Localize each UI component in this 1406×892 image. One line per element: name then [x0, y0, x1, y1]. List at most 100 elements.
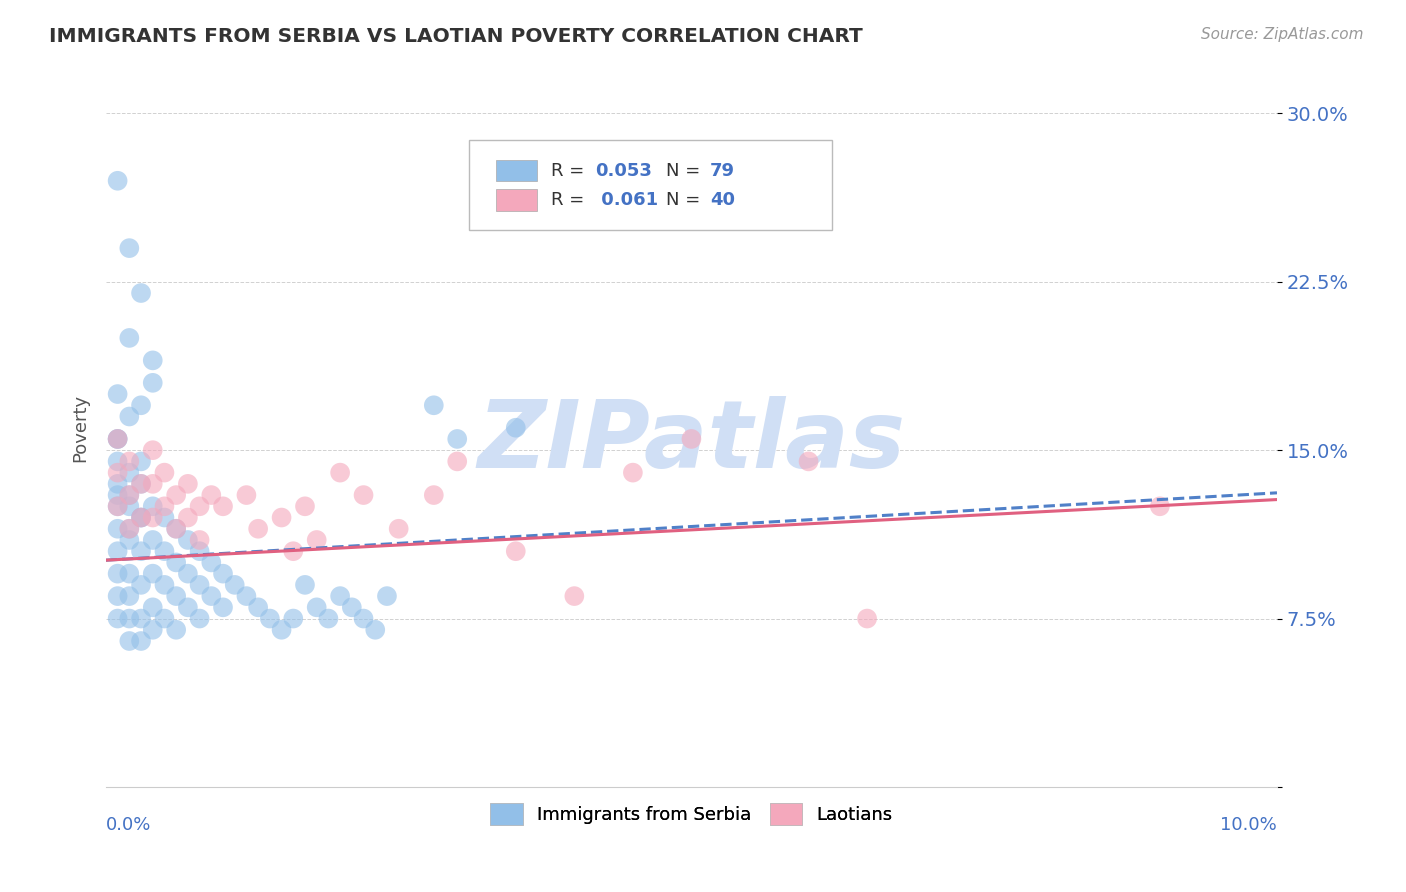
Point [283, 544, 305, 558]
Text: 0.053: 0.053 [595, 161, 652, 179]
Point [107, 432, 129, 446]
Point [129, 611, 152, 625]
Point [153, 578, 176, 592]
Point [270, 510, 292, 524]
Point [165, 522, 187, 536]
Point [107, 500, 129, 514]
Point [153, 510, 176, 524]
Point [375, 589, 398, 603]
Point [107, 387, 129, 401]
Point [177, 476, 200, 491]
Point [118, 533, 141, 547]
Point [118, 522, 141, 536]
Point [129, 578, 152, 592]
Point [247, 522, 270, 536]
Point [129, 544, 152, 558]
Point [388, 522, 411, 536]
Point [177, 566, 200, 581]
Point [118, 522, 141, 536]
Point [142, 533, 165, 547]
Point [129, 476, 152, 491]
Point [318, 611, 340, 625]
Point [118, 500, 141, 514]
Point [681, 432, 703, 446]
Point [1149, 500, 1171, 514]
Point [142, 443, 165, 458]
Point [797, 454, 820, 468]
Text: N =: N = [665, 161, 706, 179]
Point [142, 510, 165, 524]
Point [107, 476, 129, 491]
Point [505, 544, 527, 558]
Point [621, 466, 644, 480]
Point [107, 174, 129, 188]
Point [856, 611, 879, 625]
Legend: Immigrants from Serbia, Laotians: Immigrants from Serbia, Laotians [484, 796, 900, 831]
Point [165, 589, 187, 603]
Point [107, 488, 129, 502]
Point [118, 589, 141, 603]
Point [364, 623, 387, 637]
Point [142, 566, 165, 581]
Point [329, 589, 352, 603]
Point [142, 500, 165, 514]
Point [423, 398, 446, 412]
Point [142, 600, 165, 615]
Point [212, 566, 235, 581]
Point [129, 398, 152, 412]
Point [129, 510, 152, 524]
Point [446, 454, 468, 468]
Text: R =: R = [551, 161, 591, 179]
Point [107, 566, 129, 581]
Point [107, 432, 129, 446]
Point [118, 454, 141, 468]
Text: 10.0%: 10.0% [1220, 815, 1277, 834]
Point [305, 533, 328, 547]
Point [212, 500, 235, 514]
Text: IMMIGRANTS FROM SERBIA VS LAOTIAN POVERTY CORRELATION CHART: IMMIGRANTS FROM SERBIA VS LAOTIAN POVERT… [49, 27, 863, 45]
Text: R =: R = [551, 191, 591, 209]
Point [423, 488, 446, 502]
Point [165, 623, 187, 637]
Text: N =: N = [665, 191, 706, 209]
Point [188, 611, 211, 625]
Point [107, 454, 129, 468]
Point [118, 488, 141, 502]
Point [118, 241, 141, 255]
Point [107, 544, 129, 558]
Point [329, 466, 352, 480]
Point [353, 488, 375, 502]
Point [129, 476, 152, 491]
Point [212, 600, 235, 615]
Point [200, 488, 222, 502]
Point [153, 611, 176, 625]
Point [142, 376, 165, 390]
Point [188, 500, 211, 514]
Point [235, 488, 257, 502]
Point [118, 466, 141, 480]
Point [142, 623, 165, 637]
Point [129, 285, 152, 300]
Point [446, 432, 468, 446]
FancyBboxPatch shape [496, 189, 537, 211]
Text: 40: 40 [710, 191, 735, 209]
Point [188, 533, 211, 547]
Point [177, 510, 200, 524]
Point [200, 589, 222, 603]
Point [118, 634, 141, 648]
Point [188, 544, 211, 558]
Point [107, 500, 129, 514]
Point [200, 556, 222, 570]
Point [165, 488, 187, 502]
Point [294, 578, 316, 592]
Point [283, 611, 305, 625]
Point [165, 522, 187, 536]
Point [165, 556, 187, 570]
Point [129, 510, 152, 524]
Text: ZIPatlas: ZIPatlas [478, 396, 905, 488]
Point [562, 589, 585, 603]
Text: 79: 79 [710, 161, 735, 179]
Point [305, 600, 328, 615]
Point [107, 611, 129, 625]
FancyBboxPatch shape [470, 140, 832, 230]
